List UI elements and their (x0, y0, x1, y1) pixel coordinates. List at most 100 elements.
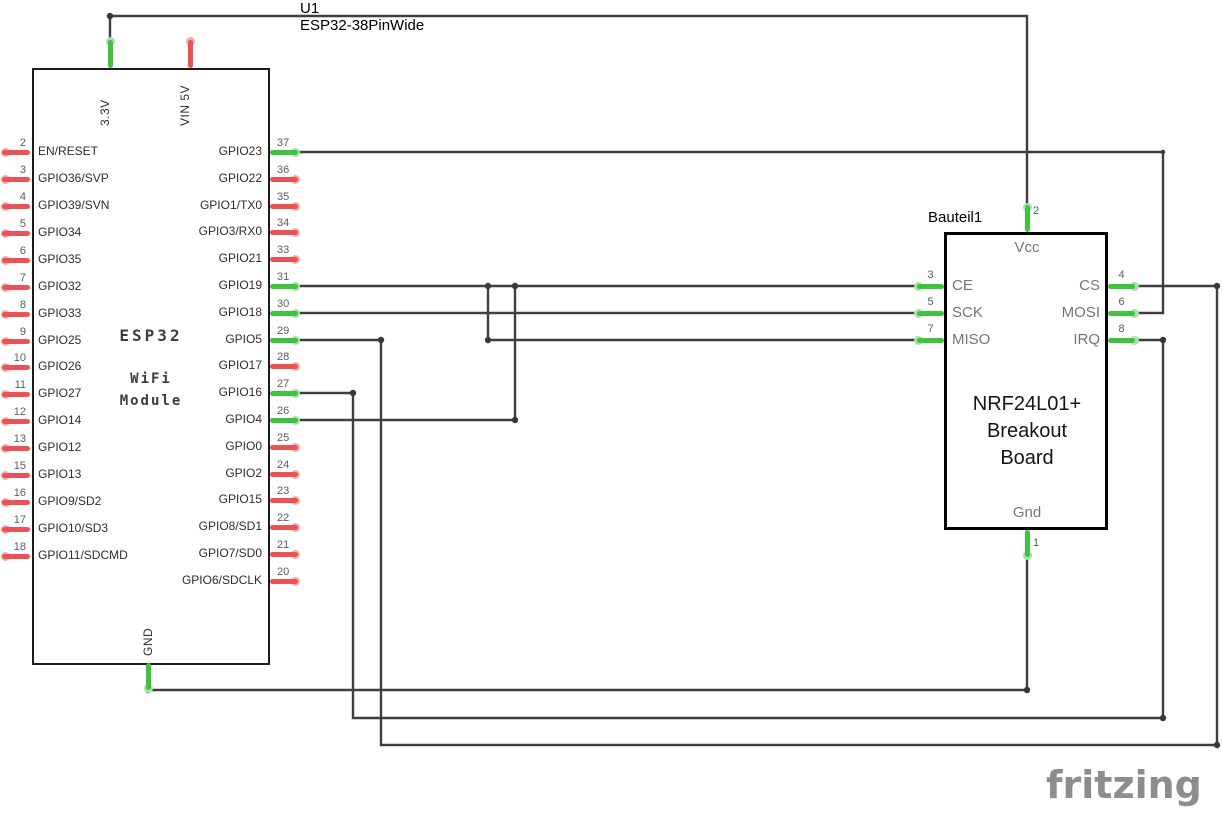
pin-label: GPIO9/SD2 (38, 494, 102, 508)
pin-number: 24 (277, 459, 290, 471)
pin-stub[interactable] (270, 498, 298, 503)
pin-stub[interactable] (2, 312, 30, 317)
pin-stub[interactable] (270, 257, 298, 262)
pin-stub[interactable] (1108, 338, 1135, 343)
pin-label: MISO (952, 331, 991, 348)
pin-stub[interactable] (270, 472, 298, 477)
pin-stub[interactable] (1108, 284, 1135, 289)
wire-3v3-to-vcc[interactable] (108, 14, 1029, 207)
pin-label: GPIO14 (38, 413, 82, 427)
pin-label: SCK (952, 304, 983, 321)
pin-label: GPIO32 (38, 279, 82, 293)
pin-number: 22 (277, 512, 290, 524)
pin-number: 21 (277, 539, 290, 551)
pin-label: GPIO21 (218, 251, 262, 265)
wire-gpio5-to-cs[interactable] (297, 284, 1219, 747)
fritzing-logo: fritzing (1046, 763, 1202, 807)
pin-stub[interactable] (2, 527, 30, 532)
pin-stub[interactable] (1025, 205, 1030, 232)
pin-label: GPIO0 (225, 439, 262, 453)
pin-number: 36 (277, 164, 290, 176)
pin-number: 31 (277, 271, 290, 283)
pin-number: 25 (277, 432, 290, 444)
pin-number: 16 (13, 487, 26, 499)
pin-stub[interactable] (2, 392, 30, 397)
pin-stub[interactable] (2, 258, 30, 263)
pin-number: 23 (277, 485, 290, 497)
pin-label: GPIO18 (218, 305, 262, 319)
pin-stub[interactable] (2, 446, 30, 451)
esp32-chip-subtitle-2: Module (119, 393, 183, 409)
pin-stub[interactable] (2, 285, 30, 290)
pin-label: GPIO26 (38, 359, 82, 373)
pin-stub[interactable] (270, 579, 298, 584)
pin-number: 26 (277, 405, 290, 417)
pin-label: Vcc (1014, 239, 1040, 256)
pin-stub[interactable] (270, 552, 298, 557)
pin-number: 20 (277, 566, 290, 578)
pin-stub[interactable] (270, 284, 298, 289)
pin-stub[interactable] (2, 365, 30, 370)
pin-label: GPIO2 (225, 466, 262, 480)
pin-stub[interactable] (2, 339, 30, 344)
pin-label: GPIO10/SD3 (38, 521, 109, 535)
pin-stub[interactable] (1025, 530, 1030, 557)
pin-stub[interactable] (270, 418, 298, 423)
pin-stub[interactable] (270, 311, 298, 316)
pin-label: GPIO27 (38, 386, 82, 400)
pin-number: 9 (19, 326, 26, 338)
pin-label: GPIO22 (218, 171, 262, 185)
pin-label: GPIO4 (225, 412, 262, 426)
pin-stub[interactable] (1108, 311, 1135, 316)
pin-number: 37 (277, 137, 290, 149)
wire-gpio4-branch-ce[interactable] (297, 286, 517, 422)
pin-stub[interactable] (2, 204, 30, 209)
pin-stub[interactable] (2, 177, 30, 182)
pin-number: 34 (277, 217, 290, 229)
pin-stub[interactable] (188, 40, 193, 68)
pin-label: VIN 5V (178, 84, 192, 126)
pin-number: 3 (19, 164, 26, 176)
pin-label: GPIO19 (218, 278, 262, 292)
pin-number: 5 (927, 296, 934, 308)
pin-stub[interactable] (108, 40, 113, 68)
pin-stub[interactable] (270, 150, 298, 155)
pin-stub[interactable] (270, 177, 298, 182)
pin-label: GPIO39/SVN (38, 198, 110, 212)
pin-stub[interactable] (2, 231, 30, 236)
pin-label: GPIO5 (225, 332, 262, 346)
pin-stub[interactable] (270, 230, 298, 235)
pin-stub[interactable] (270, 204, 298, 209)
pin-number: 17 (13, 514, 26, 526)
pin-label: GPIO23 (218, 144, 262, 158)
pin-stub[interactable] (270, 445, 298, 450)
pin-number: 2 (19, 137, 26, 149)
pin-stub[interactable] (2, 419, 30, 424)
pin-number: 2 (1033, 205, 1040, 217)
pin-stub[interactable] (270, 391, 298, 396)
wire-gpio16-to-irq[interactable] (297, 338, 1165, 720)
pin-stub[interactable] (270, 364, 298, 369)
pin-label: GPIO33 (38, 306, 82, 320)
pin-stub[interactable] (2, 150, 30, 155)
pin-stub[interactable] (917, 284, 944, 289)
pin-label: GPIO1/TX0 (199, 198, 262, 212)
nrf24l01-component-body[interactable] (944, 232, 1108, 530)
pin-stub[interactable] (2, 554, 30, 559)
pin-stub[interactable] (917, 311, 944, 316)
pin-stub[interactable] (270, 338, 298, 343)
pin-number: 4 (19, 191, 26, 203)
pin-label: GND (141, 627, 155, 656)
pin-stub[interactable] (2, 500, 30, 505)
pin-stub[interactable] (270, 525, 298, 530)
pin-stub[interactable] (917, 338, 944, 343)
pin-stub[interactable] (146, 663, 151, 690)
wire-gpio23-to-mosi[interactable] (297, 150, 1165, 315)
esp32-component-body[interactable] (32, 68, 270, 665)
pin-number: 6 (1118, 296, 1125, 308)
pin-stub[interactable] (2, 473, 30, 478)
pin-number: 3 (927, 269, 934, 281)
nrf-board-title: NRF24L01+ Breakout Board (946, 391, 1108, 472)
pin-label: CE (952, 277, 973, 294)
